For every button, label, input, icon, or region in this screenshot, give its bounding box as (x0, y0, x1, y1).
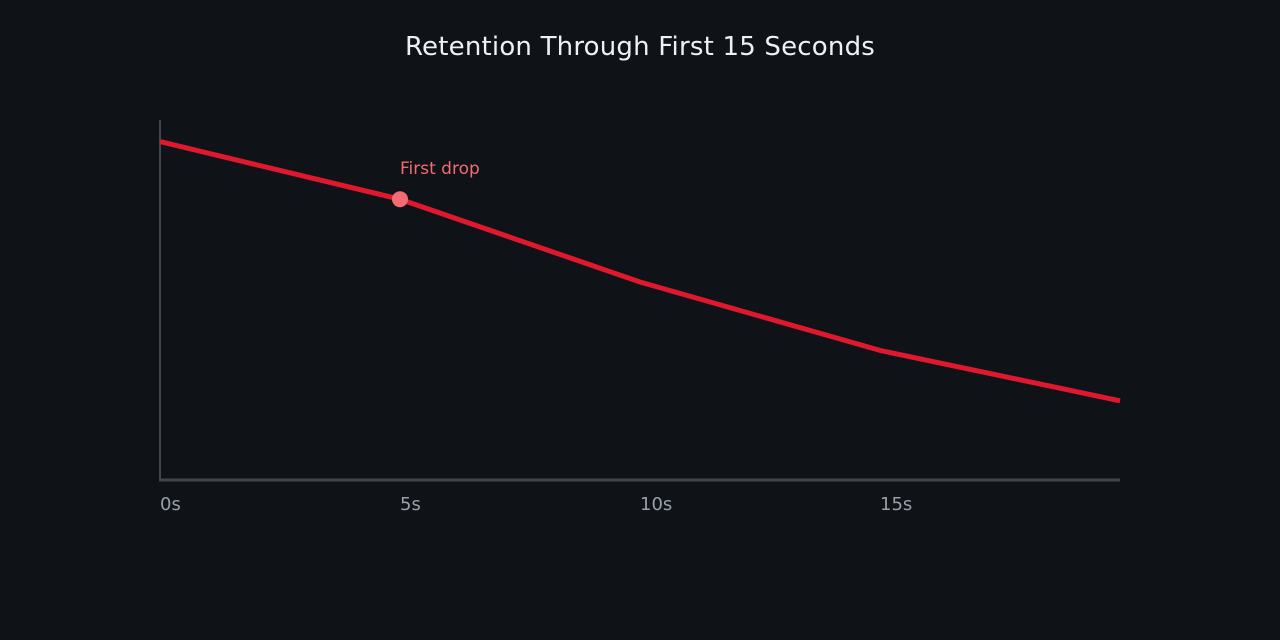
annotation-label-0: First drop (400, 159, 480, 179)
x-tick-label: 10s (640, 494, 672, 515)
axes (159, 120, 1120, 482)
annotation-marker-0 (392, 191, 408, 208)
x-tick-label: 5s (400, 494, 421, 515)
series-line-0 (159, 139, 1121, 404)
chart-title: Retention Through First 15 Seconds (404, 32, 876, 62)
x-axis-ticks: 0s 5s 10s 15s (160, 494, 912, 515)
series-layer (159, 139, 1121, 404)
annotation-layer: First drop (392, 159, 480, 208)
x-tick-label: 0s (160, 494, 181, 515)
x-tick-label: 15s (880, 494, 912, 515)
